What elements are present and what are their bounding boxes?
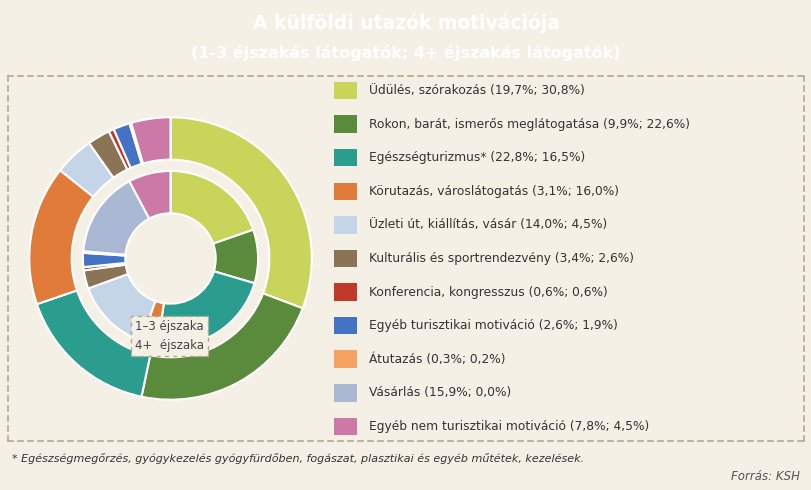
Wedge shape <box>141 294 303 400</box>
Wedge shape <box>84 265 128 289</box>
Wedge shape <box>60 143 114 197</box>
Wedge shape <box>29 171 93 304</box>
Bar <box>334 384 357 402</box>
Wedge shape <box>84 181 149 255</box>
Wedge shape <box>131 117 170 164</box>
Wedge shape <box>129 171 170 219</box>
Text: Egyéb turisztikai motiváció (2,6%; 1,9%): Egyéb turisztikai motiváció (2,6%; 1,9%) <box>369 319 617 332</box>
Wedge shape <box>84 263 126 270</box>
Text: * Egészségmegőrzés, gyógykezelés gyógyfürdőben, fogászat, plasztikai és egyéb mű: * Egészségmegőrzés, gyógykezelés gyógyfü… <box>12 453 583 465</box>
Bar <box>334 350 357 368</box>
Wedge shape <box>170 117 311 308</box>
Bar <box>334 417 357 435</box>
Wedge shape <box>88 274 155 341</box>
Wedge shape <box>213 230 258 283</box>
Text: Egyéb nem turisztikai motiváció (7,8%; 4,5%): Egyéb nem turisztikai motiváció (7,8%; 4… <box>369 420 649 433</box>
Wedge shape <box>83 253 126 267</box>
Text: Körutazás, városlátogatás (3,1%; 16,0%): Körutazás, városlátogatás (3,1%; 16,0%) <box>369 185 619 198</box>
Text: Rokon, barát, ismerős meglátogatása (9,9%; 22,6%): Rokon, barát, ismerős meglátogatása (9,9… <box>369 118 689 131</box>
Text: Forrás: KSH: Forrás: KSH <box>730 470 799 483</box>
Wedge shape <box>157 271 254 346</box>
Bar <box>334 82 357 99</box>
Wedge shape <box>36 291 150 397</box>
Text: Vásárlás (15,9%; 0,0%): Vásárlás (15,9%; 0,0%) <box>369 386 511 399</box>
Text: 1–3 éjszaka
4+  éjszaka: 1–3 éjszaka 4+ éjszaka <box>135 320 204 352</box>
Wedge shape <box>109 129 131 170</box>
Text: Üzleti út, kiállítás, vásár (14,0%; 4,5%): Üzleti út, kiállítás, vásár (14,0%; 4,5%… <box>369 219 607 231</box>
Text: Egészségturizmus* (22,8%; 16,5%): Egészségturizmus* (22,8%; 16,5%) <box>369 151 585 164</box>
Wedge shape <box>89 131 127 178</box>
Bar <box>334 149 357 167</box>
Bar <box>334 283 357 301</box>
Wedge shape <box>129 123 143 164</box>
Text: Konferencia, kongresszus (0,6%; 0,6%): Konferencia, kongresszus (0,6%; 0,6%) <box>369 286 607 298</box>
Bar <box>334 216 357 234</box>
Text: Átutazás (0,3%; 0,2%): Átutazás (0,3%; 0,2%) <box>369 353 505 366</box>
Bar <box>334 183 357 200</box>
Wedge shape <box>114 123 142 168</box>
Wedge shape <box>83 251 126 256</box>
Wedge shape <box>141 301 164 345</box>
Bar <box>334 317 357 334</box>
Text: Kulturális és sportrendezvény (3,4%; 2,6%): Kulturális és sportrendezvény (3,4%; 2,6… <box>369 252 633 265</box>
Wedge shape <box>170 171 253 244</box>
Bar <box>334 115 357 133</box>
Text: Üdülés, szórakozás (19,7%; 30,8%): Üdülés, szórakozás (19,7%; 30,8%) <box>369 84 585 97</box>
Text: A külföldi utazók motivációja: A külföldi utazók motivációja <box>252 13 559 33</box>
Text: (1-3 éjszakás látogatók; 4+ éjszakás látogatók): (1-3 éjszakás látogatók; 4+ éjszakás lát… <box>191 45 620 61</box>
Wedge shape <box>131 123 143 164</box>
Bar <box>334 250 357 267</box>
